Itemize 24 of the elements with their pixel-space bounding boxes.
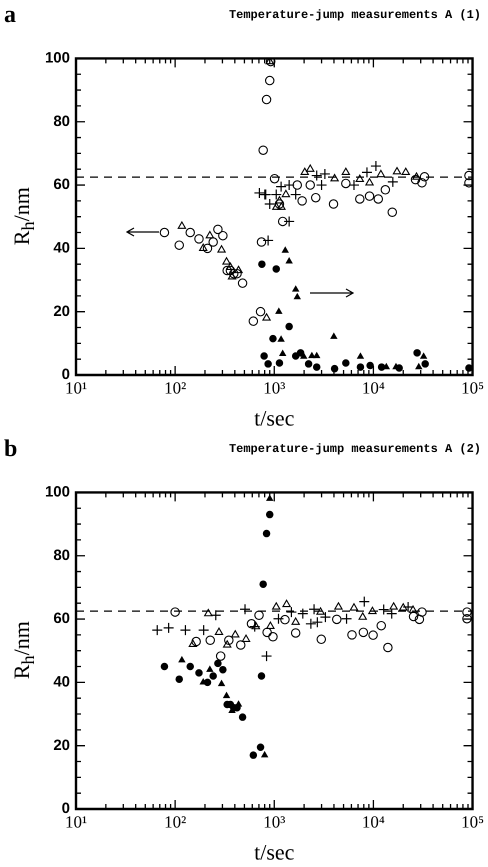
- x-tick-label: 10³: [263, 378, 286, 398]
- x-axis-title: t/sec: [254, 840, 295, 865]
- y-tick-label: 100: [44, 50, 70, 67]
- y-tick-label: 80: [53, 546, 70, 564]
- x-tick-label: 10²: [164, 812, 186, 832]
- chart-title: Temperature-jump measurements A (1): [228, 8, 481, 22]
- chart-title: Temperature-jump measurements A (2): [228, 442, 481, 456]
- y-tick-label: 40: [53, 674, 70, 690]
- x-axis-title: t/sec: [254, 406, 295, 431]
- y-tick-label: 60: [53, 610, 70, 628]
- y-tick-label: 20: [53, 736, 70, 754]
- y-tick-label: 80: [53, 112, 70, 130]
- x-tick-label: 10³: [263, 812, 286, 832]
- x-tick-label: 10⁵: [461, 378, 484, 398]
- text: a: [4, 2, 16, 28]
- x-tick-label: 10⁴: [362, 812, 385, 832]
- y-tick-label: 20: [53, 302, 70, 320]
- y-tick-label: 60: [53, 176, 70, 194]
- y-tick-label: 100: [44, 484, 70, 501]
- x-tick-label: 10⁴: [362, 378, 385, 398]
- y-tick-label: 40: [53, 240, 70, 256]
- x-tick-label: 10⁵: [461, 812, 484, 832]
- text: b: [4, 436, 18, 462]
- x-tick-label: 10²: [164, 378, 186, 398]
